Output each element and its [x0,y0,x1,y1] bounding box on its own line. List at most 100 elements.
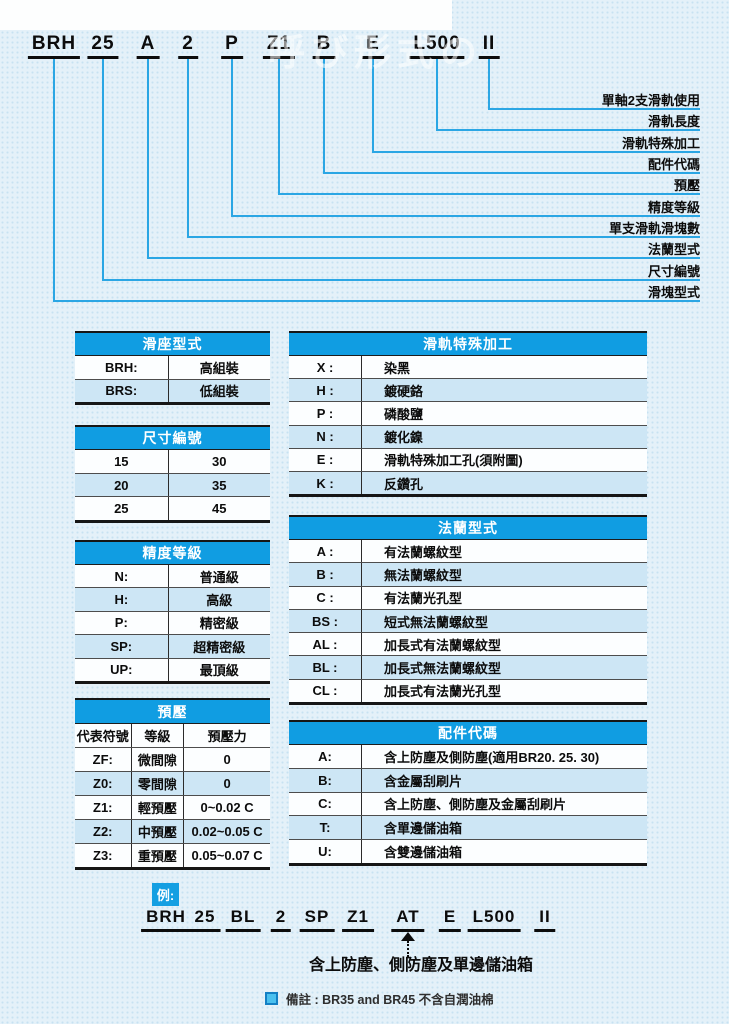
model-code-segment-BRH: BRH [27,33,81,59]
example-code-segment-2: 2 [270,907,292,932]
table-cell: 零間隙 [132,772,185,795]
segment-meaning-label: 滑軌特殊加工 [621,135,700,151]
table-cell: 含上防塵及側防塵(適用BR20. 25. 30) [384,749,600,765]
table-cell: 含金屬刮刷片 [384,773,463,789]
table-row: B : 無法蘭螺紋型 [289,562,647,586]
table-cell: 最頂級 [199,663,239,679]
table-cell: 加長式無法蘭螺紋型 [384,661,502,677]
table-cell: T: [289,816,362,840]
table-cell: 有法蘭螺紋型 [384,544,463,560]
table-accessory-code-header: 配件代碼 [289,722,647,745]
table-row: Z0: 零間隙 0 [75,771,270,795]
connector-line-vertical [436,59,438,130]
model-code-segment-A: A [136,33,160,59]
table-flange-type-header: 法蘭型式 [289,517,647,540]
example-code-segment-II: II [534,907,556,932]
table-cell: U: [289,840,362,863]
table-row: 20 35 [75,472,270,497]
connector-line-vertical [323,59,325,172]
table-cell: SP: [75,635,169,658]
connector-line-vertical [278,59,280,194]
table-cell: A : [289,540,362,563]
table-row: Z2: 中預壓 0.02~0.05 C [75,819,270,843]
example-code-segment-SP: SP [299,907,335,932]
table-row: B: 含金屬刮刷片 [289,767,647,792]
model-code-segment-E: E [362,33,384,59]
connector-line-vertical [102,59,104,279]
table-row: N : 鍍化鎳 [289,424,647,448]
example-code-segment-E: E [438,907,462,932]
table-row: BRS: 低組裝 [75,378,270,402]
watermark-text: 呼び形式の [268,32,483,73]
table-row: BL : 加長式無法蘭螺紋型 [289,655,647,679]
table-cell: P : [289,402,362,425]
connector-line-vertical [147,59,149,258]
table-cell: 滑軌特殊加工孔(須附圖) [384,453,523,469]
table-column-header-row: 代表符號 等級 預壓力 [75,724,270,747]
table-cell: 超精密級 [193,639,246,655]
table-cell: N : [289,425,362,448]
table-cell: 含單邊儲油箱 [384,821,463,837]
top-white-band [0,0,452,30]
table-row: T: 含單邊儲油箱 [289,815,647,840]
table-cell: 45 [212,501,227,517]
example-code-segment-Z1: Z1 [342,907,374,932]
table-cell: Z1: [75,796,132,819]
table-cell: K : [289,471,362,495]
connector-line-horizontal [372,150,700,153]
table-cell: B: [289,768,362,792]
example-code-segment-L500: L500 [467,907,521,932]
segment-meaning-label: 配件代碼 [647,156,700,172]
connector-line-vertical [231,59,233,215]
table-row: A: 含上防塵及側防塵(適用BR20. 25. 30) [289,745,647,768]
table-row: BRH: 高組裝 [75,356,270,379]
table-cell: 鍍硬鉻 [384,383,424,399]
table-row: P: 精密級 [75,610,270,635]
table-row: Z3: 重預壓 0.05~0.07 C [75,843,270,867]
table-slider-type-header: 滑座型式 [75,333,270,356]
table-row: C : 有法蘭光孔型 [289,585,647,609]
connector-line-horizontal [147,257,700,260]
table-cell: 鍍化鎳 [384,430,424,446]
table-cell: 代表符號 [75,724,132,747]
table-cell: 35 [212,477,227,493]
table-row: C: 含上防塵、側防塵及金屬刮刷片 [289,791,647,816]
table-accessory-code: 配件代碼 A: 含上防塵及側防塵(適用BR20. 25. 30) B: 含金屬刮刷片 C:… [289,720,647,866]
segment-meaning-label: 單軸2支滑軌使用 [601,93,700,108]
table-cell: B : [289,563,362,586]
connector-line-horizontal [278,193,700,196]
table-cell: 短式無法蘭螺紋型 [384,614,489,630]
table-rail-special-machining-header: 滑軌特殊加工 [289,333,647,356]
example-badge: 例: [152,883,179,906]
table-cell: 有法蘭光孔型 [384,591,463,607]
table-row: UP: 最頂級 [75,657,270,681]
table-cell: Z0: [75,772,132,795]
example-caption: 含上防塵、側防塵及單邊儲油箱 [308,957,534,974]
table-cell: 高級 [206,593,233,609]
example-code-segment-AT: AT [391,907,425,932]
table-row: A : 有法蘭螺紋型 [289,540,647,563]
connector-line-horizontal [436,129,700,132]
table-cell: BL : [289,656,362,679]
table-row: X : 染黑 [289,356,647,379]
model-code-segment-L500: L500 [409,33,465,59]
table-row: BS : 短式無法蘭螺紋型 [289,608,647,633]
table-cell: 15 [75,450,169,473]
table-cell: 0 [223,776,231,791]
table-rail-special-machining: 滑軌特殊加工 X : 染黑 H : 鍍硬鉻 P : 磷酸鹽 N : 鍍化鎳 E : 滑軌特殊加工孔(… [289,331,647,498]
model-code-segment-25: 25 [87,33,119,59]
table-cell: 重預壓 [132,844,185,867]
connector-line-horizontal [53,299,700,302]
connector-line-vertical [187,59,189,236]
table-cell: X : [289,356,362,379]
table-cell: BRH: [75,356,169,379]
table-row: H: 高級 [75,587,270,611]
table-row: Z1: 輕預壓 0~0.02 C [75,795,270,819]
table-cell: Z2: [75,820,132,843]
segment-meaning-label: 單支滑軌滑塊數 [608,220,700,236]
table-row: K : 反鑽孔 [289,470,647,495]
table-slider-type: 滑座型式 BRH: 高組裝 BRS: 低組裝 [75,331,270,405]
table-cell: 25 [75,497,169,521]
table-accuracy-grade-header: 精度等級 [75,542,270,565]
table-row: ZF: 微間隙 0 [75,747,270,771]
